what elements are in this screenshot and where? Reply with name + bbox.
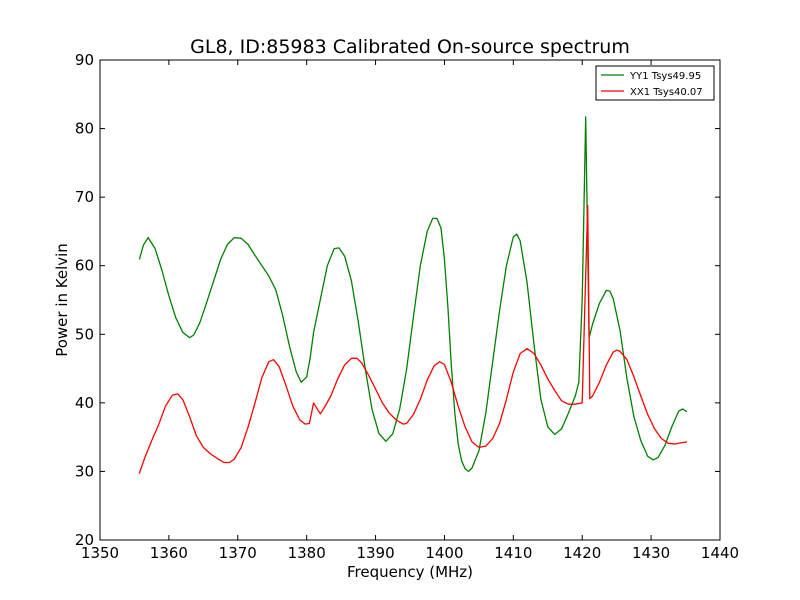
y-axis-label: Power in Kelvin: [53, 243, 71, 357]
y-tick-label: 30: [75, 462, 94, 480]
legend-box: [595, 65, 715, 101]
y-tick-label: 20: [75, 531, 94, 549]
x-tick-label: 1360: [150, 544, 188, 562]
legend: YY1 Tsys49.95 XX1 Tsys40.07: [595, 65, 715, 101]
x-tick-label: 1370: [219, 544, 257, 562]
plot-area: [100, 60, 720, 540]
x-tick-label: 1400: [425, 544, 463, 562]
y-tick-label: 40: [75, 394, 94, 412]
x-tick-label: 1380: [288, 544, 326, 562]
legend-label-xx1: XX1 Tsys40.07: [630, 87, 703, 98]
ticks-layer: 1350 1360 1370 1380 1390 1400 1410 1420 1430 1440…: [75, 51, 739, 562]
y-tick-label: 90: [75, 51, 94, 69]
y-tick-label: 70: [75, 188, 94, 206]
series-line-yy1: [138, 116, 688, 473]
x-tick-label: 1420: [563, 544, 601, 562]
x-tick-label: 1350: [81, 544, 119, 562]
x-tick-label: 1430: [632, 544, 670, 562]
y-tick-label: 60: [75, 257, 94, 275]
series-layer: [138, 116, 688, 474]
y-tick-label: 80: [75, 120, 94, 138]
legend-label-yy1: YY1 Tsys49.95: [629, 71, 701, 82]
y-tick-label: 50: [75, 325, 94, 343]
plot-frame: [99, 59, 721, 541]
chart-title: GL8, ID:85983 Calibrated On-source spect…: [190, 36, 630, 58]
x-tick-label: 1390: [356, 544, 394, 562]
plot-background: [100, 60, 720, 540]
series-line-xx1: [138, 204, 687, 474]
x-axis-label: Frequency (MHz): [347, 563, 473, 581]
x-tick-label: 1440: [701, 544, 739, 562]
x-tick-label: 1410: [494, 544, 532, 562]
